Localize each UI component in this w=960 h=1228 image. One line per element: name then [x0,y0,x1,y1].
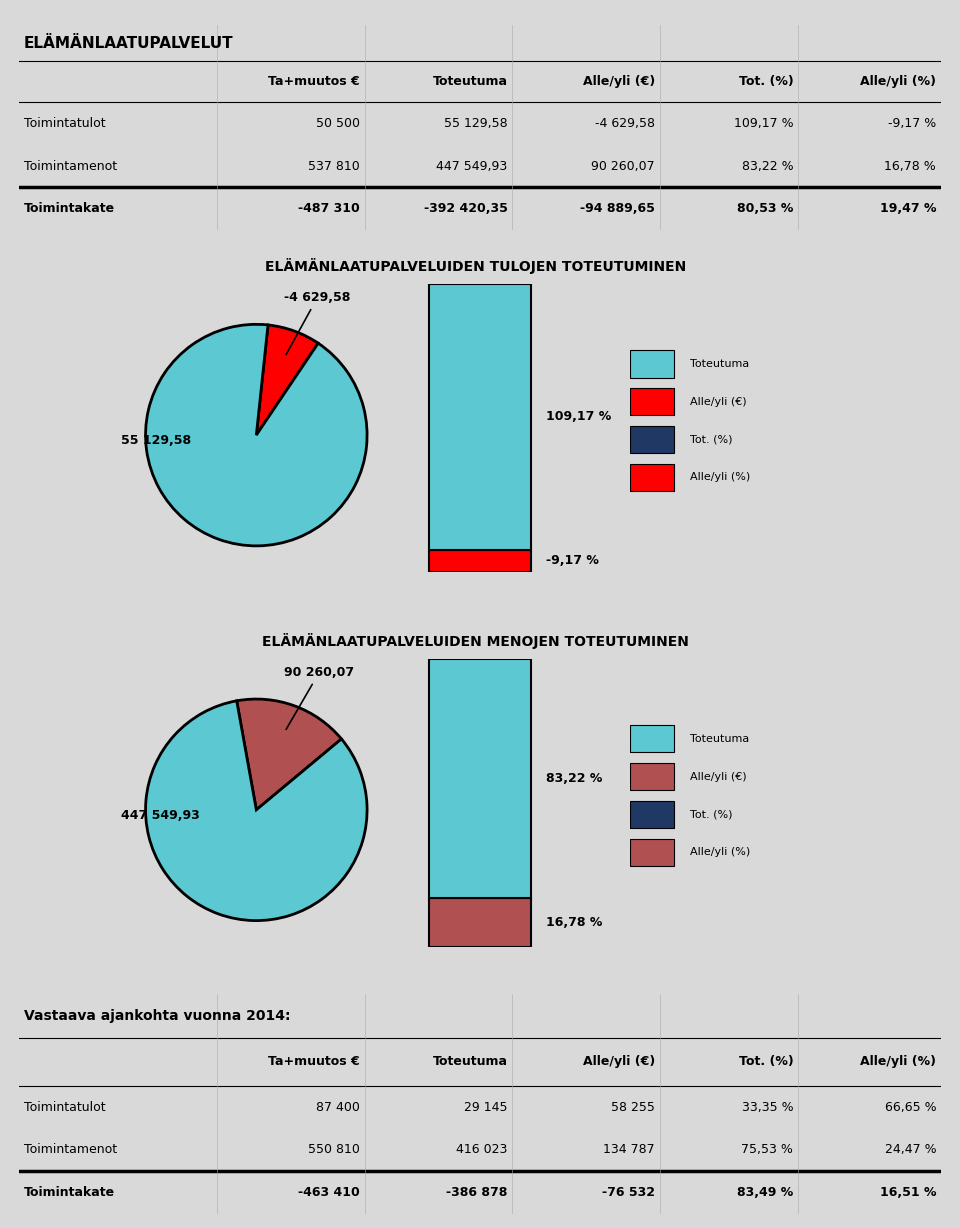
Text: 16,78 %: 16,78 % [546,916,603,928]
Text: 416 023: 416 023 [456,1143,508,1157]
Text: -9,17 %: -9,17 % [888,117,936,130]
Bar [630,725,674,753]
Wedge shape [146,324,367,546]
Text: Tot. (%): Tot. (%) [738,1056,793,1068]
Bar [630,388,674,415]
Text: 50 500: 50 500 [316,117,360,130]
Text: 66,65 %: 66,65 % [884,1102,936,1114]
Text: -94 889,65: -94 889,65 [580,201,655,215]
Text: Alle/yli (%): Alle/yli (%) [860,1056,936,1068]
Text: Alle/yli (%): Alle/yli (%) [860,75,936,88]
Text: 90 260,07: 90 260,07 [284,666,354,729]
Text: 90 260,07: 90 260,07 [591,160,655,172]
Text: Alle/yli (%): Alle/yli (%) [690,847,751,857]
Text: 24,47 %: 24,47 % [884,1143,936,1157]
Text: Vastaava ajankohta vuonna 2014:: Vastaava ajankohta vuonna 2014: [24,1008,290,1023]
Text: -76 532: -76 532 [602,1186,655,1199]
Bar [429,550,531,572]
Text: -487 310: -487 310 [299,201,360,215]
Text: Alle/yli (%): Alle/yli (%) [690,473,751,483]
Text: 75,53 %: 75,53 % [741,1143,793,1157]
Text: Ta+muutos €: Ta+muutos € [269,1056,360,1068]
Text: 447 549,93: 447 549,93 [437,160,508,172]
Text: Toimintatulot: Toimintatulot [24,1102,106,1114]
Text: 447 549,93: 447 549,93 [121,809,200,822]
Text: Toimintakate: Toimintakate [24,1186,115,1199]
Bar [630,426,674,453]
Text: Toteutuma: Toteutuma [690,734,750,744]
Text: Toteutuma: Toteutuma [433,1056,508,1068]
Text: -4 629,58: -4 629,58 [284,291,350,355]
Wedge shape [256,325,318,435]
Text: 58 255: 58 255 [612,1102,655,1114]
Text: Toteutuma: Toteutuma [690,359,750,368]
Text: Toteutuma: Toteutuma [433,75,508,88]
Bar [630,839,674,866]
Text: Ta+muutos €: Ta+muutos € [269,75,360,88]
Text: 55 129,58: 55 129,58 [121,435,191,447]
Wedge shape [237,699,342,809]
Bar [630,350,674,377]
Text: -392 420,35: -392 420,35 [423,201,508,215]
Text: 550 810: 550 810 [308,1143,360,1157]
Wedge shape [146,701,367,921]
Text: 83,22 %: 83,22 % [546,772,603,785]
Text: 83,49 %: 83,49 % [737,1186,793,1199]
Text: Tot. (%): Tot. (%) [690,809,732,819]
Bar [429,658,531,899]
Text: 537 810: 537 810 [308,160,360,172]
Text: ELÄMÄNLAATUPALVELUIDEN TULOJEN TOTEUTUMINEN: ELÄMÄNLAATUPALVELUIDEN TULOJEN TOTEUTUMI… [265,258,685,274]
Text: 29 145: 29 145 [464,1102,508,1114]
Text: 55 129,58: 55 129,58 [444,117,508,130]
Text: Alle/yli (€): Alle/yli (€) [690,397,747,406]
Text: Alle/yli (€): Alle/yli (€) [583,75,655,88]
Text: -9,17 %: -9,17 % [546,554,599,567]
Text: 83,22 %: 83,22 % [742,160,793,172]
Text: -463 410: -463 410 [299,1186,360,1199]
Bar [630,763,674,790]
Text: 109,17 %: 109,17 % [733,117,793,130]
Text: ELÄMÄNLAATUPALVELUT: ELÄMÄNLAATUPALVELUT [24,36,233,50]
Text: 19,47 %: 19,47 % [879,201,936,215]
Text: 109,17 %: 109,17 % [546,410,612,424]
Text: 16,78 %: 16,78 % [884,160,936,172]
Text: Alle/yli (€): Alle/yli (€) [583,1056,655,1068]
Text: -386 878: -386 878 [446,1186,508,1199]
Text: 33,35 %: 33,35 % [742,1102,793,1114]
Bar [630,464,674,491]
Text: Toimintakate: Toimintakate [24,201,115,215]
Text: ELÄMÄNLAATUPALVELUIDEN MENOJEN TOTEUTUMINEN: ELÄMÄNLAATUPALVELUIDEN MENOJEN TOTEUTUMI… [262,632,688,648]
Text: Alle/yli (€): Alle/yli (€) [690,771,747,781]
Text: 87 400: 87 400 [316,1102,360,1114]
Text: Tot. (%): Tot. (%) [738,75,793,88]
Text: Toimintamenot: Toimintamenot [24,1143,117,1157]
Bar [429,899,531,947]
Text: -4 629,58: -4 629,58 [595,117,655,130]
Bar [429,284,531,550]
Text: 80,53 %: 80,53 % [737,201,793,215]
Bar [630,801,674,828]
Text: 16,51 %: 16,51 % [879,1186,936,1199]
Text: 134 787: 134 787 [604,1143,655,1157]
Text: Tot. (%): Tot. (%) [690,435,732,445]
Text: Toimintatulot: Toimintatulot [24,117,106,130]
Text: Toimintamenot: Toimintamenot [24,160,117,172]
